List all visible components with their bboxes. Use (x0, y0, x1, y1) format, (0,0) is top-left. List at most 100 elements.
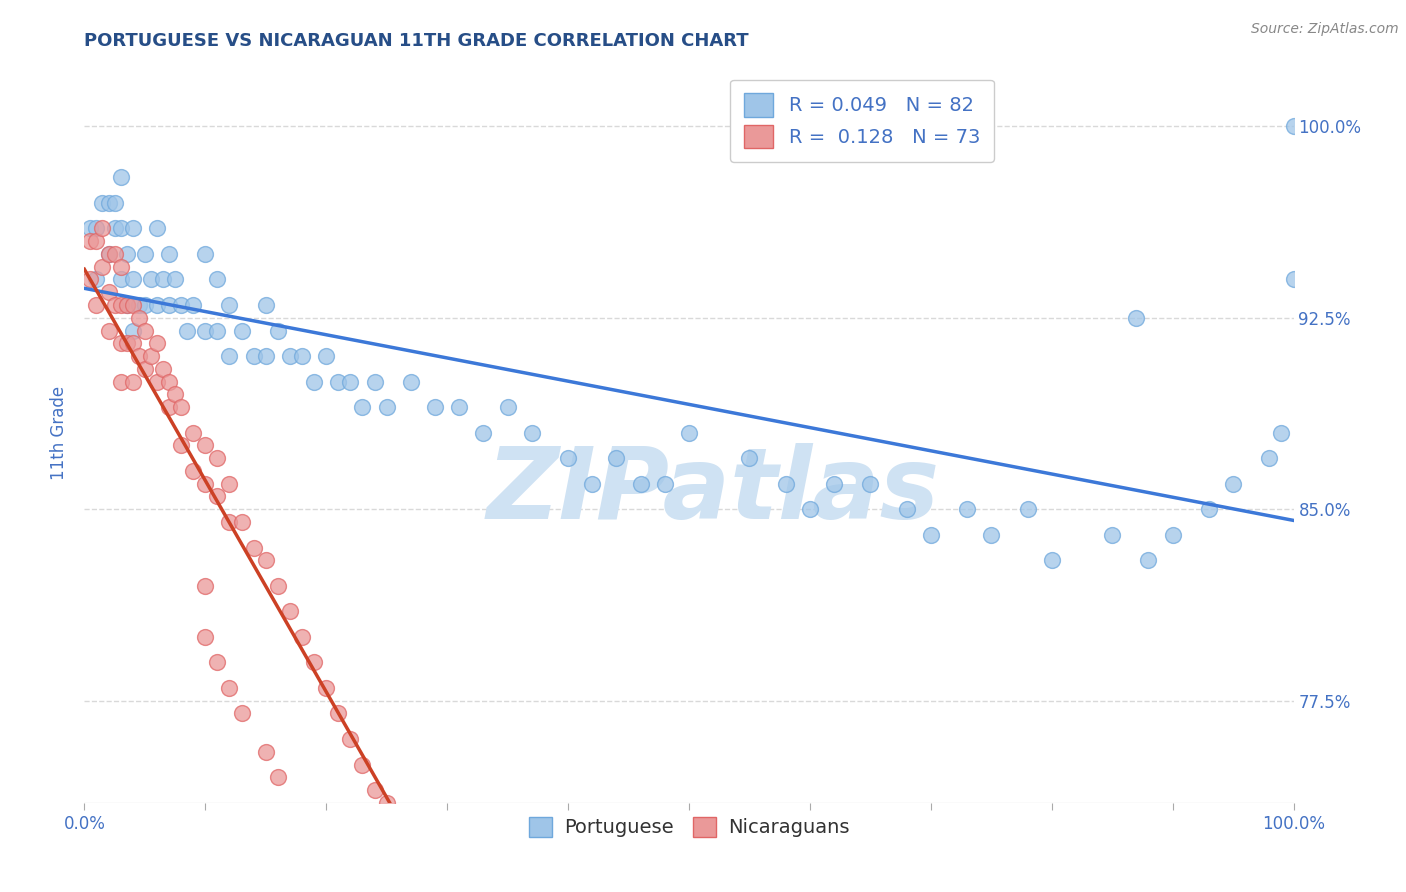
Point (128, 310, 150, 325)
Point (97, 247, 120, 261)
Point (557, 451, 579, 466)
Point (115, 298, 138, 312)
Point (128, 349, 150, 363)
Point (207, 451, 229, 466)
Point (254, 745, 277, 759)
Point (146, 336, 169, 351)
Point (231, 324, 253, 338)
Point (194, 324, 217, 338)
Point (291, 630, 314, 644)
Point (399, 860, 422, 874)
Point (86, 298, 108, 312)
Point (267, 324, 290, 338)
Point (110, 336, 132, 351)
Point (1282, 272, 1305, 286)
Point (242, 349, 264, 363)
Point (91, 195, 114, 210)
Point (302, 375, 325, 389)
Point (423, 400, 446, 414)
Point (207, 490, 229, 504)
Point (139, 272, 162, 286)
Point (128, 298, 150, 312)
Point (121, 324, 143, 338)
Point (738, 451, 761, 466)
Point (194, 476, 217, 491)
Point (157, 298, 180, 312)
Point (363, 783, 385, 797)
Point (520, 425, 543, 440)
Point (339, 375, 361, 389)
Point (181, 298, 204, 312)
Point (146, 298, 169, 312)
Point (110, 260, 132, 274)
Point (121, 336, 143, 351)
Point (207, 272, 229, 286)
Point (104, 195, 127, 210)
Point (110, 375, 132, 389)
Text: PORTUGUESE VS NICARAGUAN 11TH GRADE CORRELATION CHART: PORTUGUESE VS NICARAGUAN 11TH GRADE CORR… (84, 32, 749, 50)
Point (254, 298, 277, 312)
Point (412, 872, 434, 887)
Point (165, 387, 187, 401)
Point (920, 527, 942, 541)
Point (980, 527, 1002, 541)
Point (315, 349, 337, 363)
Point (1125, 310, 1147, 325)
Point (363, 375, 385, 389)
Point (115, 336, 138, 351)
Point (146, 375, 169, 389)
Point (97, 195, 120, 210)
Point (170, 400, 193, 414)
Point (194, 247, 217, 261)
Point (104, 298, 127, 312)
Point (194, 438, 217, 452)
Point (375, 400, 398, 414)
Point (115, 298, 138, 312)
Point (218, 298, 240, 312)
Point (291, 349, 314, 363)
Point (86, 272, 108, 286)
Point (291, 808, 314, 822)
Point (352, 757, 374, 772)
Point (630, 476, 652, 491)
Text: Source: ZipAtlas.com: Source: ZipAtlas.com (1251, 22, 1399, 37)
Point (110, 298, 132, 312)
Point (146, 221, 169, 235)
Point (134, 324, 156, 338)
Point (121, 298, 143, 312)
Legend: Portuguese, Nicaraguans: Portuguese, Nicaraguans (520, 809, 858, 845)
Point (207, 656, 229, 670)
Text: ZIPatlas: ZIPatlas (486, 443, 939, 541)
Point (231, 706, 253, 721)
Point (97, 247, 120, 261)
Point (115, 247, 138, 261)
Point (121, 221, 143, 235)
Point (110, 170, 132, 185)
Point (267, 770, 290, 784)
Point (654, 476, 676, 491)
Point (775, 476, 797, 491)
Point (79, 234, 101, 248)
Point (181, 425, 204, 440)
Point (388, 834, 411, 848)
Point (79, 272, 101, 286)
Point (302, 656, 325, 670)
Point (375, 796, 398, 810)
Point (157, 400, 180, 414)
Point (218, 515, 240, 529)
Point (254, 349, 277, 363)
Point (218, 681, 240, 695)
Point (339, 731, 361, 746)
Point (496, 400, 519, 414)
Point (1270, 425, 1292, 440)
Point (139, 349, 162, 363)
Point (278, 604, 301, 618)
Point (79, 221, 101, 235)
Point (1222, 476, 1244, 491)
Y-axis label: 11th Grade: 11th Grade (51, 385, 69, 480)
Point (1198, 502, 1220, 516)
Point (1040, 553, 1063, 567)
Point (134, 247, 156, 261)
Point (86, 221, 108, 235)
Point (176, 324, 198, 338)
